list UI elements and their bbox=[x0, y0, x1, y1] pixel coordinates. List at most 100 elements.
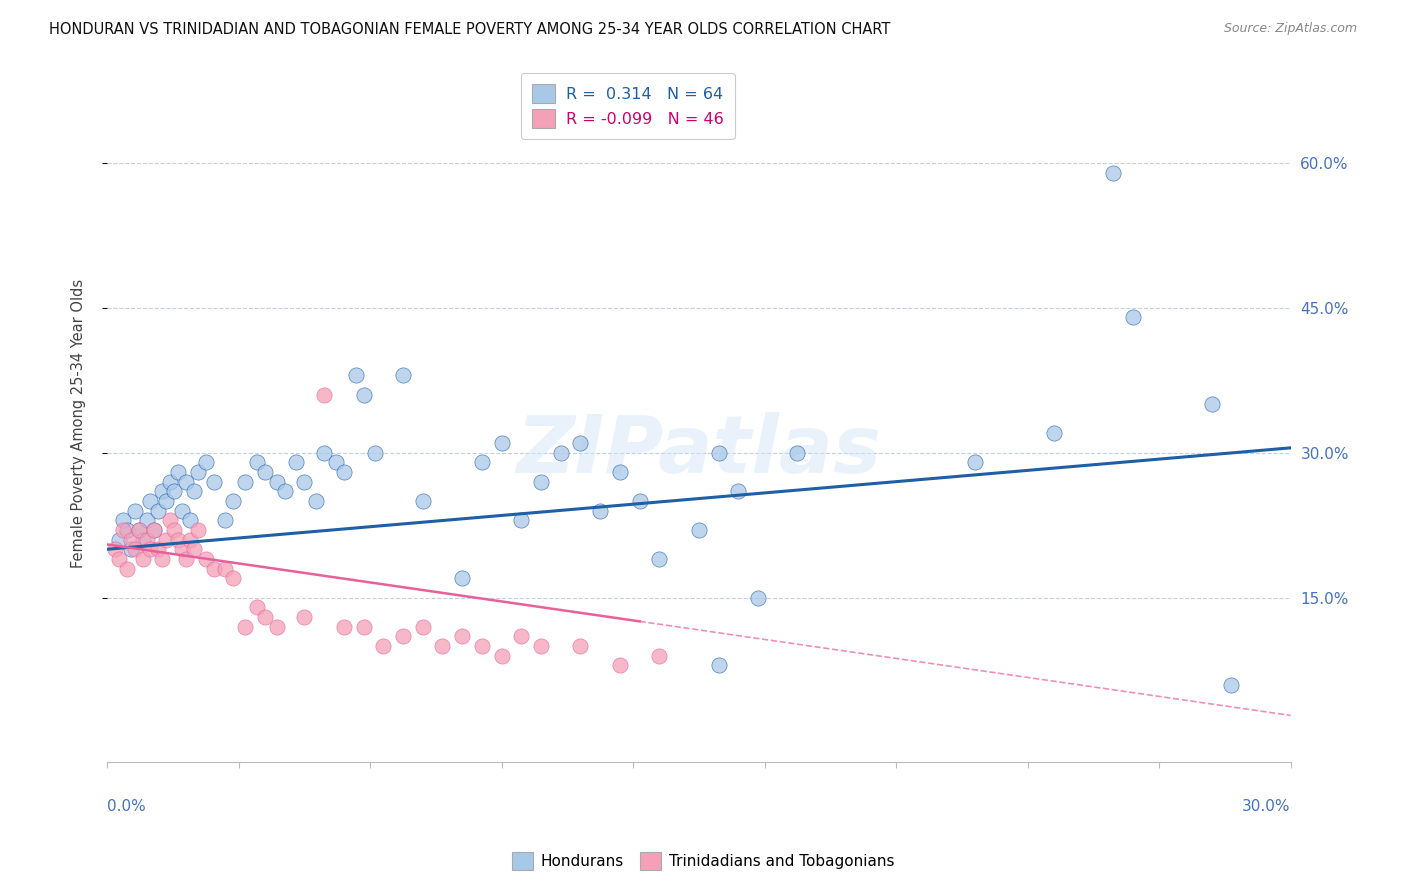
Point bbox=[392, 368, 415, 383]
Point bbox=[266, 619, 288, 633]
Point bbox=[194, 552, 217, 566]
Point bbox=[131, 533, 153, 547]
Point bbox=[194, 455, 217, 469]
Point bbox=[108, 552, 131, 566]
Point bbox=[530, 639, 553, 653]
Point bbox=[183, 542, 205, 557]
Point bbox=[148, 503, 170, 517]
Point bbox=[128, 523, 150, 537]
Point bbox=[150, 484, 173, 499]
Point bbox=[135, 533, 157, 547]
Point bbox=[170, 503, 193, 517]
Point bbox=[170, 542, 193, 557]
Point bbox=[344, 368, 367, 383]
Point bbox=[163, 523, 186, 537]
Point bbox=[167, 533, 190, 547]
Point bbox=[104, 542, 127, 557]
Point bbox=[202, 561, 225, 575]
Point bbox=[963, 455, 986, 469]
Point bbox=[1220, 677, 1243, 691]
Point bbox=[312, 445, 335, 459]
Point bbox=[143, 523, 166, 537]
Point bbox=[159, 475, 181, 489]
Point bbox=[747, 591, 769, 605]
Text: ZIPatlas: ZIPatlas bbox=[516, 412, 882, 490]
Point bbox=[333, 465, 356, 479]
Point bbox=[108, 533, 131, 547]
Point bbox=[183, 484, 205, 499]
Point bbox=[786, 445, 808, 459]
Text: Source: ZipAtlas.com: Source: ZipAtlas.com bbox=[1223, 22, 1357, 36]
Point bbox=[120, 542, 142, 557]
Point bbox=[1122, 310, 1144, 325]
Point bbox=[432, 639, 454, 653]
Point bbox=[305, 494, 328, 508]
Point bbox=[111, 523, 134, 537]
Point bbox=[115, 523, 138, 537]
Point bbox=[187, 465, 209, 479]
Point bbox=[273, 484, 295, 499]
Point bbox=[1201, 397, 1223, 411]
Point bbox=[333, 619, 356, 633]
Point bbox=[491, 648, 513, 663]
Point bbox=[609, 465, 631, 479]
Point bbox=[1043, 426, 1066, 441]
Point bbox=[155, 494, 177, 508]
Point bbox=[253, 465, 276, 479]
Point bbox=[510, 629, 533, 643]
Point bbox=[150, 552, 173, 566]
Point bbox=[353, 388, 375, 402]
Point bbox=[120, 533, 142, 547]
Point bbox=[179, 533, 201, 547]
Point bbox=[471, 455, 494, 469]
Legend: Hondurans, Trinidadians and Tobagonians: Hondurans, Trinidadians and Tobagonians bbox=[505, 845, 901, 877]
Point bbox=[451, 571, 474, 585]
Point bbox=[253, 610, 276, 624]
Point bbox=[163, 484, 186, 499]
Point bbox=[167, 465, 190, 479]
Point bbox=[159, 513, 181, 527]
Point bbox=[115, 561, 138, 575]
Point bbox=[174, 552, 197, 566]
Point bbox=[246, 600, 269, 615]
Point bbox=[139, 542, 162, 557]
Point bbox=[412, 494, 434, 508]
Point bbox=[135, 513, 157, 527]
Point bbox=[628, 494, 651, 508]
Point bbox=[143, 523, 166, 537]
Point bbox=[569, 436, 592, 450]
Point bbox=[246, 455, 269, 469]
Point bbox=[648, 552, 671, 566]
Text: 0.0%: 0.0% bbox=[107, 799, 146, 814]
Point bbox=[139, 494, 162, 508]
Point bbox=[451, 629, 474, 643]
Point bbox=[292, 610, 315, 624]
Point bbox=[392, 629, 415, 643]
Point bbox=[550, 445, 572, 459]
Point bbox=[222, 494, 245, 508]
Point bbox=[266, 475, 288, 489]
Point bbox=[510, 513, 533, 527]
Point bbox=[373, 639, 395, 653]
Point bbox=[233, 619, 256, 633]
Text: 30.0%: 30.0% bbox=[1241, 799, 1291, 814]
Point bbox=[569, 639, 592, 653]
Point bbox=[174, 475, 197, 489]
Point bbox=[292, 475, 315, 489]
Point bbox=[364, 445, 387, 459]
Point bbox=[128, 523, 150, 537]
Point bbox=[131, 552, 153, 566]
Point bbox=[707, 445, 730, 459]
Point bbox=[111, 513, 134, 527]
Point bbox=[312, 388, 335, 402]
Point bbox=[688, 523, 710, 537]
Point bbox=[155, 533, 177, 547]
Point bbox=[285, 455, 308, 469]
Point bbox=[202, 475, 225, 489]
Point bbox=[648, 648, 671, 663]
Point bbox=[589, 503, 612, 517]
Point bbox=[530, 475, 553, 489]
Point bbox=[124, 542, 146, 557]
Point bbox=[148, 542, 170, 557]
Point bbox=[222, 571, 245, 585]
